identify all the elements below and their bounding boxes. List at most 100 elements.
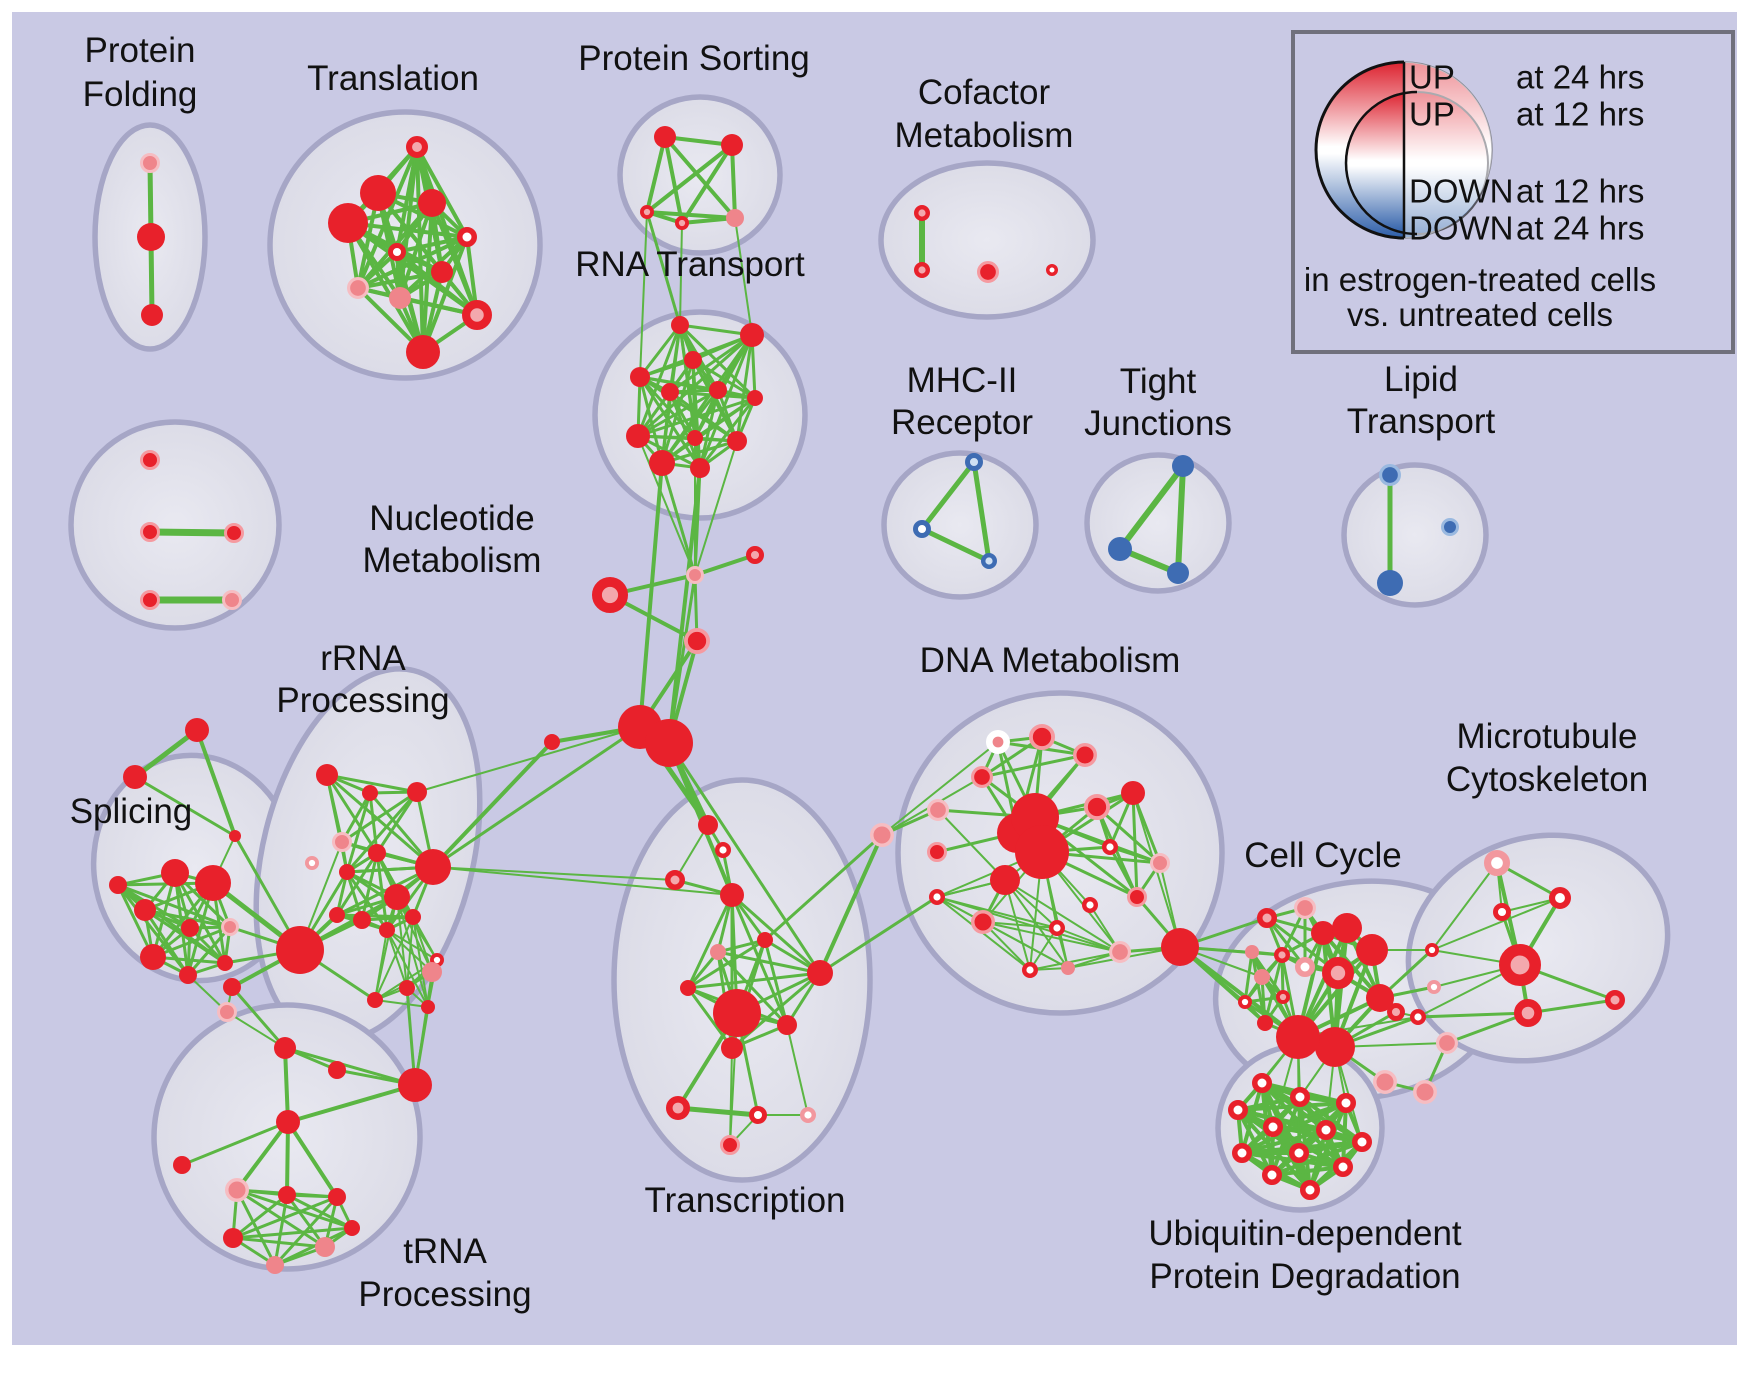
gene-node-tx1 bbox=[698, 815, 718, 835]
cluster-label-rrna-processing: Processing bbox=[276, 681, 449, 720]
gene-node-q4 bbox=[328, 1061, 346, 1079]
gene-node-h4 bbox=[223, 1228, 243, 1248]
interaction-edge bbox=[1178, 945, 1300, 1039]
gene-node-t4 bbox=[328, 203, 368, 243]
gene-node-ub2 bbox=[1290, 1087, 1310, 1107]
interaction-edge bbox=[1243, 950, 1254, 1004]
gene-node-tx2 bbox=[715, 842, 732, 859]
gene-node-cc3 bbox=[1311, 921, 1335, 945]
interaction-edge bbox=[345, 790, 419, 874]
interaction-edge bbox=[674, 824, 709, 881]
interaction-edge bbox=[1117, 463, 1186, 552]
gene-node-r19 bbox=[398, 1068, 432, 1102]
cluster-label-trna-processing: tRNA bbox=[403, 1232, 487, 1271]
gene-node-r16 bbox=[399, 980, 415, 996]
interaction-edge bbox=[645, 143, 734, 214]
gene-node-cc16 bbox=[1366, 984, 1394, 1012]
legend-time-label: at 12 hrs bbox=[1516, 96, 1644, 133]
gene-node-r4 bbox=[332, 832, 352, 852]
legend-time-label: at 24 hrs bbox=[1516, 59, 1644, 96]
gene-node-cc14 bbox=[1276, 1015, 1320, 1059]
interaction-edge bbox=[416, 726, 641, 793]
interaction-edge bbox=[325, 773, 379, 855]
gene-node-j1 bbox=[1172, 455, 1194, 477]
interaction-edge bbox=[431, 725, 642, 869]
gene-node-tx14 bbox=[800, 1106, 817, 1123]
interaction-edge bbox=[235, 1120, 290, 1192]
interaction-edge bbox=[686, 986, 734, 1050]
gene-node-f2 bbox=[914, 262, 931, 279]
gene-node-n1 bbox=[276, 1110, 300, 1134]
interaction-edge bbox=[693, 553, 757, 577]
interaction-edge bbox=[430, 201, 479, 317]
interaction-edge bbox=[818, 833, 884, 975]
cluster-label-nucleotide-metabolism: Nucleotide bbox=[369, 499, 534, 538]
interaction-edge bbox=[395, 250, 479, 317]
cluster-label-microtubule-cytoskeleton: Microtubule bbox=[1457, 717, 1638, 756]
interaction-edge bbox=[415, 145, 469, 239]
cluster-label-protein-sorting: Protein Sorting bbox=[578, 39, 810, 78]
legend-box bbox=[1291, 30, 1735, 354]
gene-node-s1 bbox=[161, 859, 189, 887]
cluster-label-rrna-processing: rRNA bbox=[320, 639, 406, 678]
interaction-edge bbox=[1131, 791, 1139, 899]
gene-node-tx11 bbox=[721, 1037, 743, 1059]
legend-direction-label: DOWN bbox=[1409, 173, 1513, 210]
interaction-edge bbox=[729, 1047, 733, 1146]
interaction-edge bbox=[195, 728, 237, 838]
legend-outer-left-arc bbox=[1314, 60, 1405, 240]
gene-node-r2 bbox=[362, 785, 378, 801]
gene-node-b5 bbox=[1373, 1070, 1397, 1094]
gene-node-s9 bbox=[109, 876, 127, 894]
cluster-label-tight-junctions: Junctions bbox=[1084, 404, 1232, 443]
gene-node-ub9 bbox=[1289, 1143, 1309, 1163]
interaction-edge bbox=[1029, 927, 1058, 971]
interaction-edge bbox=[680, 143, 734, 225]
interaction-edge bbox=[636, 388, 720, 438]
interaction-edge bbox=[1004, 879, 1121, 953]
gene-node-d4 bbox=[971, 766, 994, 789]
interaction-edge bbox=[716, 938, 767, 954]
interaction-edge bbox=[325, 773, 435, 869]
interaction-edge bbox=[421, 235, 469, 354]
gene-node-d12 bbox=[990, 865, 1020, 895]
gene-node-r11 bbox=[353, 911, 371, 929]
interaction-edge bbox=[663, 135, 734, 147]
gene-node-c1 bbox=[686, 566, 704, 584]
gene-node-cc4 bbox=[1332, 913, 1362, 943]
interaction-edge bbox=[406, 916, 414, 989]
gene-node-tx15 bbox=[720, 1135, 740, 1155]
gene-node-l3 bbox=[1441, 518, 1459, 536]
gene-node-t9 bbox=[389, 287, 411, 309]
gene-node-d7 bbox=[1121, 781, 1145, 805]
gene-node-ub5 bbox=[1263, 1117, 1283, 1137]
gene-node-cc2 bbox=[1293, 897, 1316, 920]
gene-node-tx12 bbox=[665, 1096, 690, 1121]
interaction-edge bbox=[340, 790, 419, 844]
gene-node-d0 bbox=[870, 823, 894, 847]
cluster-label-protein-folding: Protein bbox=[85, 31, 196, 70]
interaction-edge bbox=[285, 1193, 327, 1249]
gene-node-tx10 bbox=[777, 1015, 797, 1035]
interaction-edge bbox=[698, 333, 754, 470]
gene-node-h1 bbox=[225, 1178, 249, 1202]
gene-node-h2 bbox=[278, 1186, 296, 1204]
interaction-edge bbox=[1095, 805, 1162, 865]
interaction-edge bbox=[286, 1083, 417, 1124]
cluster-label-transcription: Transcription bbox=[645, 1181, 846, 1220]
gene-node-d8 bbox=[1084, 793, 1111, 820]
gene-node-c6 bbox=[645, 719, 693, 767]
gene-node-d21 bbox=[1061, 961, 1075, 975]
interaction-edge bbox=[730, 143, 737, 220]
interaction-edge bbox=[1526, 998, 1617, 1015]
gene-node-r6 bbox=[368, 844, 386, 862]
interaction-edge bbox=[730, 971, 822, 1050]
gene-node-ps3 bbox=[639, 205, 654, 220]
legend-direction-label: UP bbox=[1409, 59, 1455, 96]
interaction-edge bbox=[971, 459, 992, 564]
interaction-edge bbox=[273, 1193, 289, 1267]
gene-node-ps2 bbox=[721, 134, 743, 156]
interaction-edge bbox=[285, 1193, 354, 1230]
cluster-label-mhc-ii-receptor: MHC-II bbox=[907, 361, 1018, 400]
interaction-edge bbox=[694, 440, 738, 576]
